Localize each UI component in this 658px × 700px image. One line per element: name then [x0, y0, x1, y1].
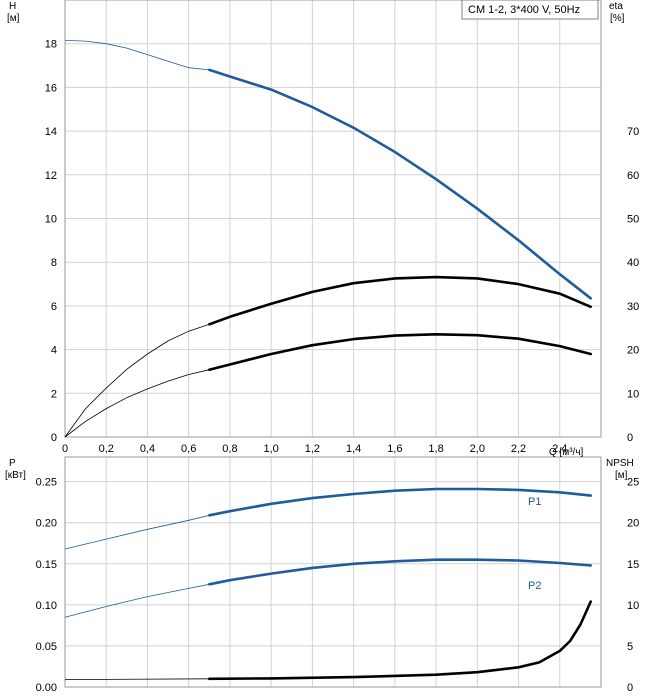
- p1-curve-thin: [64, 488, 591, 550]
- npsh-axis-unit: [м]: [615, 470, 628, 481]
- x-tick-label: 0,4: [140, 443, 155, 455]
- eta-tick-label: 50: [627, 214, 639, 226]
- x-tick-label: 0: [62, 443, 68, 455]
- p-tick-label: 0.20: [36, 518, 57, 530]
- eta_pump-curve-duty: [208, 333, 592, 371]
- h-curve-duty: [208, 68, 592, 300]
- x-tick-label: 2,2: [511, 443, 526, 455]
- eta-tick-label: 60: [627, 170, 639, 182]
- npsh-curve-duty: [208, 600, 592, 681]
- x-tick-label: 0,6: [181, 443, 196, 455]
- eta-axis-unit: [%]: [610, 13, 625, 24]
- p-axis-unit: [кВт]: [5, 470, 26, 481]
- p-tick-label: 0.15: [36, 559, 57, 571]
- h-tick-label: 12: [45, 170, 57, 182]
- npsh-tick-label: 20: [627, 518, 639, 530]
- npsh-tick-label: 0: [627, 682, 633, 694]
- p1-series-label: P1: [528, 496, 541, 508]
- p2-curve-thin: [64, 559, 591, 618]
- h-tick-label: 2: [51, 388, 57, 400]
- eta-tick-label: 0: [627, 432, 633, 444]
- h-tick-label: 8: [51, 257, 57, 269]
- p-tick-label: 0.05: [36, 641, 57, 653]
- eta-curve-thin: [64, 276, 591, 438]
- x-tick-label: 1,2: [305, 443, 320, 455]
- top-curves: [64, 40, 592, 438]
- top-plot-frame: [64, 0, 602, 438]
- npsh-tick-label: 25: [627, 477, 639, 489]
- x-tick-label: 0,2: [99, 443, 114, 455]
- p-tick-label: 0.25: [36, 477, 57, 489]
- h-tick-label: 18: [45, 39, 57, 51]
- h-axis-label: H: [9, 1, 16, 12]
- x-tick-label: 1,6: [387, 443, 402, 455]
- npsh-tick-label: 15: [627, 559, 639, 571]
- eta-tick-label: 20: [627, 345, 639, 357]
- npsh-tick-label: 5: [627, 641, 633, 653]
- x-tick-label: 2,4: [552, 443, 567, 455]
- p-tick-label: 0.00: [36, 682, 57, 694]
- h-tick-label: 0: [51, 432, 57, 444]
- p2-series-label: P2: [528, 580, 541, 592]
- p1-curve-duty: [208, 487, 592, 517]
- bottom-curves: [64, 487, 592, 681]
- p-axis-label: P: [9, 458, 16, 469]
- q-axis-label: Q [м³/ч]: [549, 447, 584, 458]
- x-tick-label: 1,8: [428, 443, 443, 455]
- tick-labels: 0 0,2 0,4 0,6 0,8 1,0 1,2 1,4 1,6 1,8 2,0 2,2 2,4 0 2 4…: [36, 39, 640, 694]
- npsh-axis-label: NPSH: [606, 458, 634, 469]
- x-tick-label: 2,0: [470, 443, 485, 455]
- h-tick-label: 14: [45, 126, 57, 138]
- x-tick-label: 1,4: [346, 443, 361, 455]
- x-tick-label: 1,0: [264, 443, 279, 455]
- p2-curve-duty: [208, 558, 592, 586]
- h-tick-label: 10: [45, 214, 57, 226]
- eta-curve-duty: [208, 275, 592, 326]
- bottom-plot-frame: [64, 456, 602, 688]
- h-tick-label: 6: [51, 301, 57, 313]
- p-tick-label: 0.10: [36, 600, 57, 612]
- h-curve-thin: [64, 40, 591, 299]
- eta-tick-label: 10: [627, 388, 639, 400]
- top-grid: [65, 0, 601, 437]
- legend-badge-text: CM 1-2, 3*400 V, 50Hz: [468, 4, 580, 16]
- bottom-grid: [65, 457, 601, 687]
- h-axis-unit: [м]: [7, 13, 20, 24]
- eta-tick-label: 30: [627, 301, 639, 313]
- eta-tick-label: 70: [627, 126, 639, 138]
- eta-axis-label: eta: [609, 1, 623, 12]
- npsh-tick-label: 10: [627, 600, 639, 612]
- x-tick-label: 0,8: [222, 443, 237, 455]
- h-tick-label: 16: [45, 82, 57, 94]
- h-tick-label: 4: [51, 345, 57, 357]
- legend-badge-box: [461, 0, 599, 20]
- eta-tick-label: 40: [627, 257, 639, 269]
